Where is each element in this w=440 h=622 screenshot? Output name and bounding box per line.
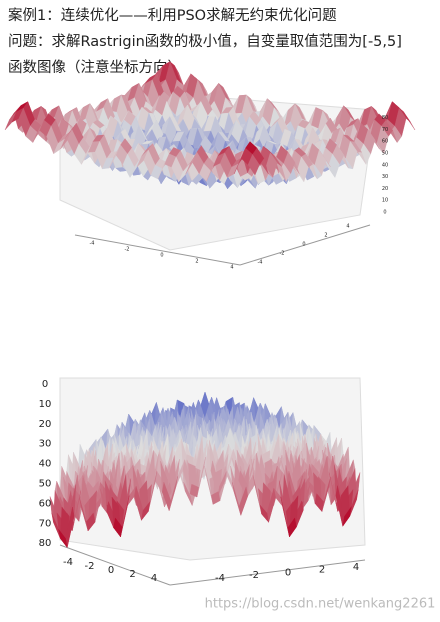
surface-patch (86, 512, 96, 532)
axis-line (239, 224, 371, 266)
y-tick-label: 4 (346, 224, 349, 230)
y-tick-label: 4 (353, 562, 359, 573)
x-tick-label: -4 (90, 241, 95, 247)
axis-line (74, 234, 241, 266)
figure-2: 0 10 20 30 40 50 60 70 80 -4 -2 0 2 4 -4 -2 0 2 4 (39, 377, 366, 586)
z-tick-label: 40 (39, 459, 52, 470)
x-tick-label: -2 (125, 247, 130, 253)
z-tick-label: 50 (382, 151, 388, 157)
y-tick-label: 0 (285, 567, 291, 578)
surface-patch (211, 491, 221, 505)
z-tick-label: 20 (382, 186, 388, 192)
surface-patch (314, 493, 324, 513)
text-line: 案例1：连续优化——利用PSO求解无约束优化问题 (8, 8, 337, 24)
surface-patch (259, 504, 269, 523)
z-tick-label: 60 (39, 498, 52, 509)
x-tick-label: 4 (230, 265, 233, 271)
x-tick-label: 0 (160, 253, 163, 259)
surface-patch (58, 529, 68, 548)
surface-patch (183, 482, 193, 506)
y-tick-label: 2 (324, 233, 327, 239)
z-tick-label: 10 (39, 399, 52, 410)
axis-line (59, 544, 171, 586)
text-line: 函数图像（注意坐标方向） (8, 60, 182, 76)
watermark: https://blog.csdn.net/wenkang2261 (205, 597, 436, 612)
z-tick-label: 70 (39, 518, 52, 529)
z-tick-label: 50 (39, 479, 52, 490)
z-tick-label: 70 (382, 127, 388, 133)
z-tick-label: 30 (382, 174, 388, 180)
z-tick-label: 0 (383, 210, 386, 216)
y-tick-label: -4 (215, 573, 225, 584)
axis-line (169, 559, 366, 586)
y-tick-label: -2 (249, 570, 259, 581)
y-tick-label: -4 (258, 260, 263, 266)
x-tick-label: 0 (108, 565, 114, 576)
z-tick-label: 40 (382, 162, 388, 168)
z-tick-label: 20 (39, 419, 52, 430)
z-tick-label: 80 (382, 115, 388, 121)
z-tick-label: 60 (382, 139, 388, 145)
surface-patch (342, 506, 352, 527)
surface-patch (113, 517, 123, 538)
y-tick-label: 2 (319, 565, 325, 576)
surface-patch (189, 483, 199, 498)
text-line: 问题：求解Rastrigin函数的极小值，自变量取值范围为[-5,5] (8, 34, 402, 50)
z-tick-label: 30 (39, 439, 52, 450)
z-tick-label: 10 (382, 198, 388, 204)
surface-patch (162, 481, 172, 512)
x-tick-label: -4 (63, 557, 73, 568)
z-tick-label: 80 (39, 538, 52, 549)
surface-patch (141, 501, 151, 521)
x-tick-label: 2 (129, 569, 135, 580)
surface-patch (247, 154, 260, 176)
x-tick-label: -2 (85, 561, 95, 572)
x-tick-label: 4 (151, 573, 157, 584)
y-tick-label: 0 (302, 242, 305, 248)
x-tick-label: 2 (195, 259, 198, 265)
surface-patch (287, 517, 297, 538)
surface-patch (4, 111, 17, 131)
y-tick-label: -2 (280, 251, 285, 257)
z-tick-label: 0 (42, 379, 48, 390)
surface-patch (238, 486, 248, 517)
